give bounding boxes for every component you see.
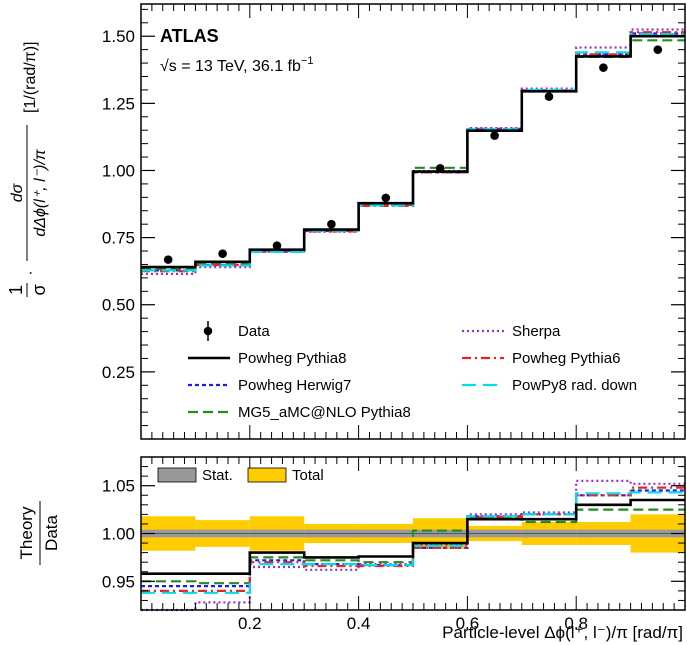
energy-label-exponent: −1 bbox=[301, 55, 314, 67]
data-point bbox=[218, 249, 227, 259]
x-tick-label: 0.2 bbox=[238, 614, 262, 633]
data-point bbox=[599, 63, 608, 72]
ylabel-numerator: dσ bbox=[9, 182, 26, 202]
ratio-ylabel-denominator: Data bbox=[42, 515, 61, 551]
ratio-ylabel-numerator: Theory bbox=[17, 506, 36, 559]
ylabel-units: [1/(rad/π)] bbox=[22, 42, 39, 114]
legend-item: Powheg Herwig7 bbox=[188, 377, 351, 394]
x-tick-label: 0.4 bbox=[347, 614, 371, 633]
data-point bbox=[327, 219, 336, 229]
data-point bbox=[163, 255, 173, 264]
legend-label: Data bbox=[238, 323, 270, 340]
legend-label: Powheg Pythia6 bbox=[512, 350, 620, 367]
x-axis-label: Particle-level Δϕ(l⁺, l⁻)/π [rad/π] bbox=[442, 623, 683, 642]
ylabel-denominator: dΔϕ(l⁺, l⁻)/π bbox=[32, 149, 49, 237]
main-y-tick-label: 0.50 bbox=[102, 296, 135, 315]
legend-item: PowPy8 rad. down bbox=[462, 377, 637, 394]
legend-label: PowPy8 rad. down bbox=[512, 377, 637, 394]
ratio-y-tick-label: 1.00 bbox=[102, 525, 135, 544]
ratio-y-tick-label: 0.95 bbox=[102, 572, 135, 591]
data-point bbox=[381, 193, 391, 203]
legend-label: Sherpa bbox=[512, 323, 561, 340]
main-y-ticks: 0.25 0.50 0.75 1.00 1.25 1.50 bbox=[102, 4, 685, 439]
main-y-tick-label: 1.00 bbox=[102, 161, 135, 180]
main-panel: 0.25 0.50 0.75 1.00 1.25 1.50 ATLAS √s = 13 T… bbox=[6, 3, 686, 440]
main-y-tick-label: 0.75 bbox=[102, 229, 135, 248]
legend-item: MG5_aMC@NLO Pythia8 bbox=[188, 404, 411, 421]
legend-label-total: Total bbox=[292, 467, 324, 484]
x-tick-label: 0.6 bbox=[456, 614, 480, 633]
legend-label: MG5_aMC@NLO Pythia8 bbox=[238, 404, 411, 421]
main-y-tick-label: 1.25 bbox=[102, 94, 135, 113]
data-point bbox=[435, 164, 445, 173]
data-point bbox=[544, 92, 554, 101]
ratio-series-powheg-pythia6 bbox=[141, 486, 685, 592]
legend-swatch-total bbox=[247, 467, 287, 483]
x-tick-label: 0.8 bbox=[564, 614, 588, 633]
energy-label: √s = 13 TeV, 36.1 fb−1 bbox=[160, 55, 313, 75]
legend-item: Powheg Pythia6 bbox=[462, 350, 620, 367]
ylabel-sigma: σ bbox=[29, 284, 49, 295]
data-point bbox=[653, 45, 663, 54]
main-y-tick-label: 1.50 bbox=[102, 27, 135, 46]
ylabel-prefix: 1 bbox=[6, 285, 26, 295]
legend: Data Powheg Pythia8 Powheg Herwig7 MG5_aMC@… bbox=[188, 321, 637, 421]
main-y-axis-label: 1 σ · dσ dΔϕ(l⁺, l⁻)/π [1/(rad/π)] bbox=[6, 42, 49, 297]
ratio-series-powheg-pythia8 bbox=[141, 498, 685, 575]
energy-label-main: √s = 13 TeV, 36.1 fb bbox=[160, 58, 301, 75]
x-ticks: 0.2 0.4 0.6 0.8 bbox=[151, 457, 675, 633]
legend-label: Powheg Herwig7 bbox=[238, 377, 351, 394]
ratio-panel: 0.95 1.00 1.05 0.2 0.4 0.6 0.8 Theory Data St… bbox=[17, 456, 686, 642]
main-series-powheg-pythia8 bbox=[141, 34, 685, 269]
main-plot-area bbox=[141, 28, 685, 275]
legend-item: Sherpa bbox=[462, 323, 561, 340]
band-legend: Stat. Total bbox=[157, 467, 324, 484]
main-y-tick-label: 0.25 bbox=[102, 363, 135, 382]
legend-item: Powheg Pythia8 bbox=[188, 350, 346, 367]
data-point bbox=[272, 241, 282, 250]
legend-item: Data bbox=[203, 321, 270, 341]
ratio-y-axis-label: Theory Data bbox=[17, 501, 61, 565]
data-point bbox=[490, 131, 499, 140]
legend-marker-data bbox=[203, 326, 213, 336]
ylabel-dot: · bbox=[22, 270, 39, 275]
legend-swatch-stat bbox=[157, 467, 197, 483]
ratio-y-tick-label: 1.05 bbox=[102, 477, 135, 496]
legend-label-stat: Stat. bbox=[202, 467, 233, 484]
experiment-label: ATLAS bbox=[160, 26, 219, 46]
main-series-powpy8-rad-down bbox=[141, 33, 685, 272]
ratio-plot-area bbox=[141, 479, 685, 612]
legend-label: Powheg Pythia8 bbox=[238, 350, 346, 367]
ratio-y-ticks: 0.95 1.00 1.05 bbox=[102, 466, 685, 601]
